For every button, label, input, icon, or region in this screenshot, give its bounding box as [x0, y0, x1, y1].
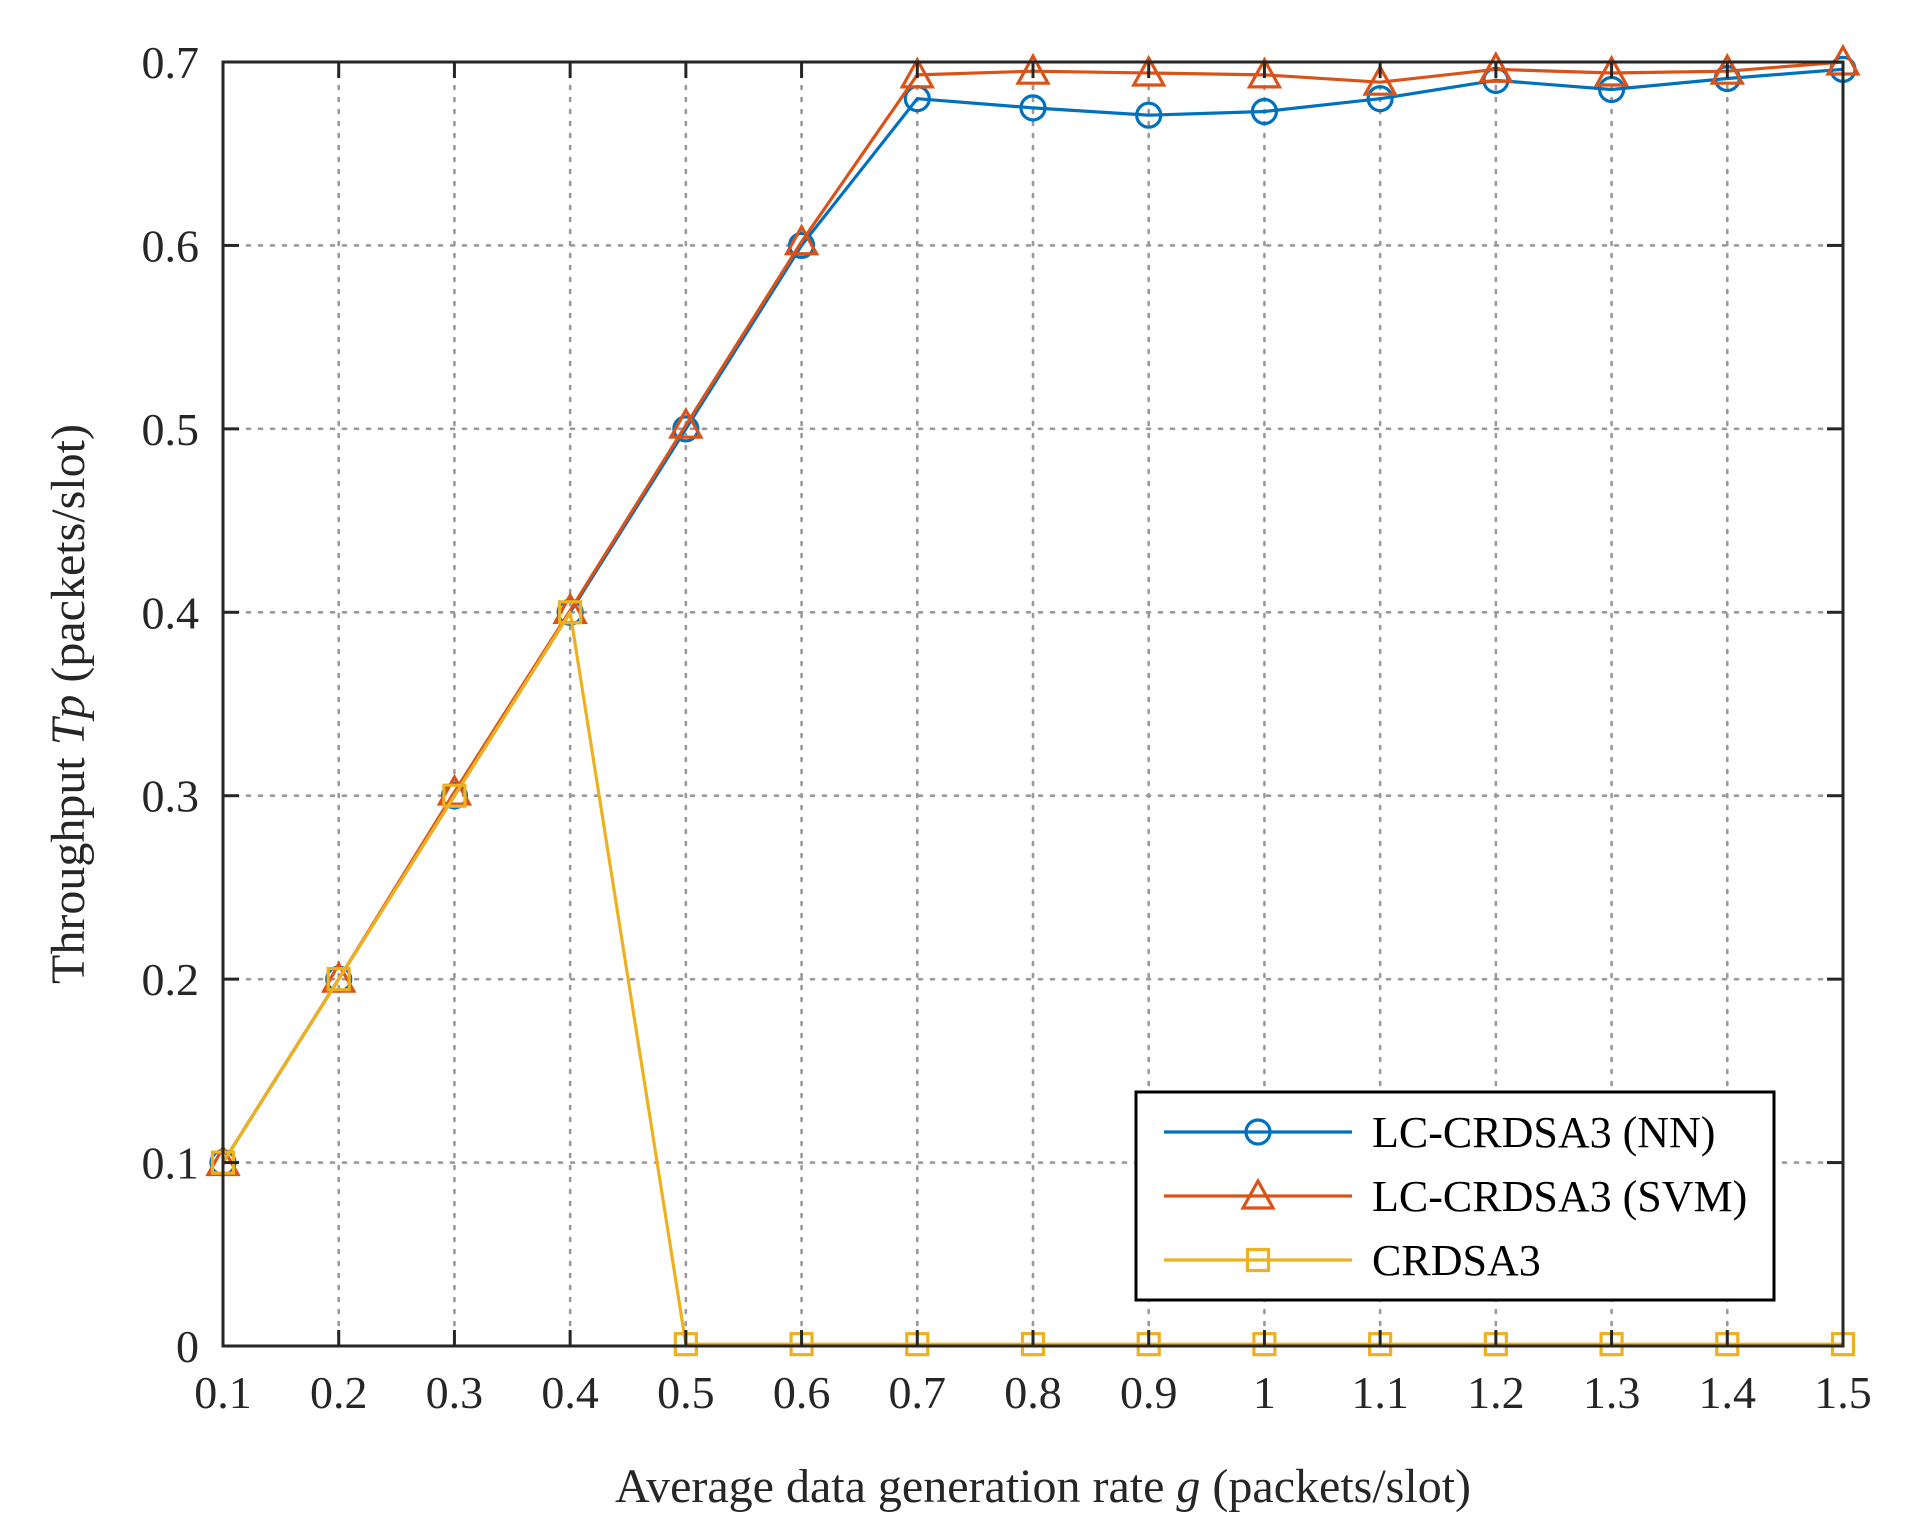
data-point-triangle	[1246, 56, 1283, 89]
legend: LC-CRDSA3 (NN) LC-CRDSA3 (SVM) CRDSA3	[1134, 1090, 1776, 1302]
data-point-triangle	[1015, 52, 1051, 85]
x-tick-label: 1.4	[1699, 1367, 1757, 1418]
legend-marker	[1244, 1118, 1272, 1146]
y-tick-label: 0.3	[142, 771, 200, 822]
data-point-triangle	[783, 223, 820, 256]
legend-entries: LC-CRDSA3 (NN) LC-CRDSA3 (SVM) CRDSA3	[1164, 1108, 1747, 1285]
x-axis-title: Average data generation rate g (packets/…	[615, 1460, 1471, 1513]
data-point-triangle	[1130, 54, 1167, 87]
x-axis-variable: g	[1176, 1460, 1200, 1513]
data-point-triangle	[1362, 63, 1398, 96]
x-axis-title-prefix: Average data generation rate	[615, 1460, 1176, 1513]
y-axis-title-suffix: (packets/slot)	[42, 424, 95, 695]
legend-marker	[1245, 1247, 1271, 1273]
legend-label: CRDSA3	[1372, 1236, 1541, 1285]
x-tick-label: 1.2	[1467, 1367, 1525, 1418]
y-axis-title: Throughput Tp (packets/slot)	[42, 424, 95, 984]
y-tick-label: 0	[176, 1321, 199, 1372]
x-tick-label: 0.1	[194, 1367, 252, 1418]
x-tick-label: 1.3	[1583, 1367, 1641, 1418]
x-tick-label: 0.4	[541, 1367, 599, 1418]
y-tick-label: 0.1	[142, 1138, 200, 1189]
legend-entry: CRDSA3	[1164, 1236, 1541, 1285]
tick-labels: 0.1 0.2 0.3 0.4 0.5 0.6 0.7 0.8 0.9 1 1.1 1.2 1.3 1.4…	[142, 37, 1872, 1418]
data-point-triangle	[436, 773, 473, 806]
data-point-circle	[1019, 94, 1047, 122]
data-point-circle	[1135, 101, 1163, 129]
y-axis-variable: Tp	[42, 695, 95, 746]
y-tick-label: 0.6	[142, 220, 200, 271]
x-tick-label: 0.2	[310, 1367, 368, 1418]
data-point-triangle	[1593, 54, 1630, 87]
legend-label: LC-CRDSA3 (NN)	[1372, 1108, 1715, 1157]
data-point-square	[442, 783, 467, 808]
data-point-triangle	[668, 406, 704, 439]
data-point-triangle	[1709, 52, 1746, 85]
y-tick-label: 0.7	[142, 37, 200, 88]
x-tick-label: 1.1	[1351, 1367, 1409, 1418]
legend-marker	[1240, 1177, 1276, 1210]
legend-entry: LC-CRDSA3 (SVM)	[1164, 1172, 1747, 1221]
data-point-square	[558, 600, 583, 625]
x-tick-label: 0.8	[1004, 1367, 1062, 1418]
x-axis-title-suffix: (packets/slot)	[1200, 1460, 1471, 1513]
x-tick-label: 1	[1253, 1367, 1276, 1418]
data-point-circle	[1366, 85, 1394, 113]
data-point-triangle	[1478, 51, 1514, 83]
x-tick-label: 0.7	[889, 1367, 947, 1418]
x-tick-label: 0.9	[1120, 1367, 1178, 1418]
legend-entry: LC-CRDSA3 (NN)	[1164, 1108, 1715, 1157]
x-tick-label: 0.6	[773, 1367, 831, 1418]
legend-label: LC-CRDSA3 (SVM)	[1372, 1172, 1747, 1221]
y-tick-label: 0.4	[142, 587, 200, 638]
x-tick-label: 0.3	[426, 1367, 484, 1418]
y-axis-title-prefix: Throughput	[42, 745, 95, 984]
y-tick-label: 0.5	[142, 404, 200, 455]
x-tick-label: 1.5	[1814, 1367, 1872, 1418]
axis-ticks	[221, 60, 1845, 1348]
data-point-square	[326, 967, 351, 992]
data-point-circle	[1250, 97, 1279, 126]
data-point-triangle	[899, 56, 936, 89]
y-tick-label: 0.2	[142, 954, 200, 1005]
x-tick-label: 0.5	[657, 1367, 715, 1418]
